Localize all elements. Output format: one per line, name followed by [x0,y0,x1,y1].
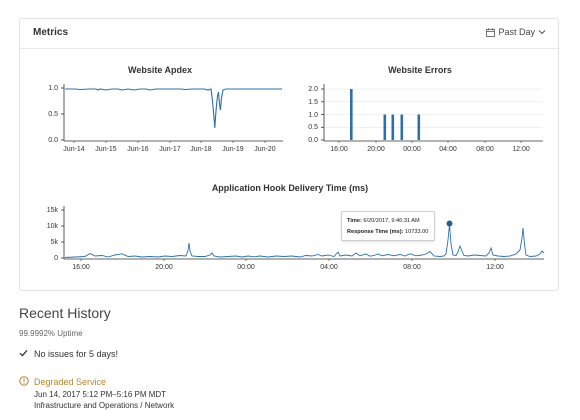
delivery-chart: 15k 10k 5k 0 16:00 20:00 00:00 04:00 08:… [47,206,545,271]
delivery-hover-point[interactable] [446,220,453,227]
delivery-y-tick: 0 [54,255,58,262]
chevron-down-icon [538,29,546,35]
errors-bar [400,114,404,140]
errors-x-tick: 08:00 [476,146,494,153]
errors-y-tick: 1.0 [308,112,318,119]
no-issues-text: No issues for 5 days! [34,349,119,359]
metrics-panel: Metrics Past Day [19,18,559,291]
incident-time: Jun 14, 2017 5:12 PM–5:16 PM MDT [34,390,167,399]
apdex-x-tick: Jun-15 [95,146,117,153]
recent-history-title: Recent History [19,305,111,321]
delivery-chart-title: Application Hook Delivery Time (ms) [211,183,369,193]
delivery-x-tick: 16:00 [72,264,90,271]
errors-x-tick: 12:00 [512,146,530,153]
apdex-x-tick: Jun-19 [222,146,244,153]
tooltip-response-label: Response Time (ms): [347,229,404,235]
delivery-tooltip: Time: 6/20/2017, 9:46:31 AM Response Tim… [341,211,435,241]
apdex-x-tick: Jun-17 [159,146,181,153]
apdex-chart-title: Website Apdex [127,65,192,75]
delivery-y-tick: 15k [47,207,59,214]
apdex-x-tick: Jun-16 [127,146,149,153]
errors-y-tick: 2.0 [308,86,318,93]
errors-chart: 2.0 1.5 1.0 0.5 0.0 16:00 20:00 00:00 04… [308,84,543,153]
apdex-y-tick: 1.0 [48,85,58,92]
delivery-x-tick: 08:00 [403,264,421,271]
checkmark-icon [19,349,28,359]
delivery-x-tick: 04:00 [320,264,338,271]
errors-y-tick: 0.0 [308,137,318,144]
errors-bar [391,114,395,140]
errors-bar [417,114,421,140]
apdex-x-tick: Jun-18 [190,146,212,153]
apdex-y-tick: 0.0 [48,137,58,144]
incident-item: Degraded Service Jun 14, 2017 5:12 PM–5:… [19,376,174,410]
incident-category: Infrastructure and Operations / Network [34,401,174,410]
apdex-series-line [65,88,282,129]
errors-x-tick: 16:00 [330,146,348,153]
errors-bar [383,114,387,140]
delivery-y-tick: 5k [51,239,59,246]
uptime-text: 99.9992% Uptime [19,329,83,338]
incident-category-link[interactable]: Network [144,401,175,410]
metrics-charts: 1.0 0.5 0.0 Jun-14 Jun-15 Jun-16 Jun-17 … [47,84,545,271]
errors-x-tick: 00:00 [403,146,421,153]
metrics-title: Metrics [33,27,69,38]
errors-y-tick: 0.5 [308,124,318,131]
delivery-series-line [64,224,545,258]
incident-category-prefix: Infrastructure and Operations / [34,401,145,410]
delivery-x-tick: 00:00 [237,264,255,271]
tooltip-time-value: 6/20/2017, 9:46:31 AM [363,218,420,224]
apdex-chart: 1.0 0.5 0.0 Jun-14 Jun-15 Jun-16 Jun-17 … [48,84,283,153]
incident-title-link[interactable]: Degraded Service [19,376,174,388]
errors-y-tick: 1.5 [308,99,318,106]
errors-chart-title: Website Errors [388,65,452,75]
errors-x-tick: 04:00 [439,146,457,153]
delivery-x-tick: 20:00 [155,264,173,271]
errors-x-tick: 20:00 [367,146,385,153]
time-range-dropdown[interactable]: Past Day [486,27,546,37]
tooltip-response-value: 10733.00 [405,229,429,235]
calendar-icon [486,27,496,37]
range-label: Past Day [498,27,535,37]
apdex-x-tick: Jun-20 [254,146,276,153]
errors-bar [350,89,353,140]
metrics-header: Metrics Past Day [20,19,558,49]
apdex-y-tick: 0.5 [48,111,58,118]
delivery-y-tick: 10k [47,223,59,230]
tooltip-time-label: Time: [347,218,362,224]
incident-title: Degraded Service [34,377,107,387]
apdex-x-tick: Jun-14 [63,146,85,153]
warning-circle-icon [19,376,29,388]
no-issues-row: No issues for 5 days! [19,349,118,359]
delivery-x-tick: 12:00 [486,264,504,271]
